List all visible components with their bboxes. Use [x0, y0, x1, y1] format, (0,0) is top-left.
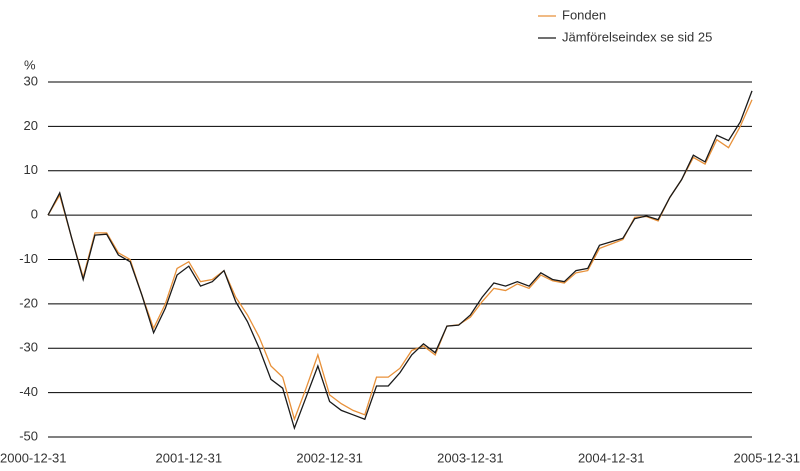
y-tick-label: -10	[19, 251, 38, 266]
series-line	[47, 99, 753, 422]
x-tick-label: 2005-12-31	[734, 450, 800, 465]
legend-label: Fonden	[562, 7, 606, 22]
y-tick-label: -20	[19, 295, 38, 310]
y-tick-label: -50	[19, 428, 38, 443]
y-unit: %	[24, 57, 36, 72]
y-tick-label: 20	[24, 118, 38, 133]
y-tick-label: 0	[31, 207, 38, 222]
y-tick-label: 10	[24, 162, 38, 177]
y-tick-label: -40	[19, 384, 38, 399]
x-tick-label: 2002-12-31	[296, 450, 363, 465]
x-tick-label: 2004-12-31	[578, 450, 645, 465]
series-line	[47, 90, 753, 431]
x-tick-label: 2000-12-31	[0, 450, 67, 465]
y-tick-label: 30	[24, 73, 38, 88]
x-tick-label: 2003-12-31	[437, 450, 504, 465]
legend-label: Jämförelseindex se sid 25	[562, 29, 712, 44]
x-tick-label: 2001-12-31	[156, 450, 223, 465]
y-tick-label: -30	[19, 340, 38, 355]
